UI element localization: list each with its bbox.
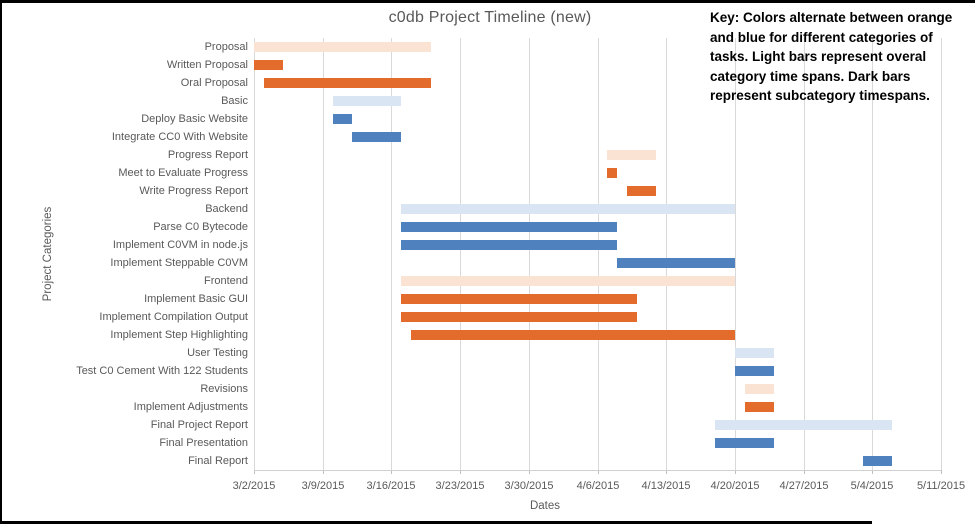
x-axis-tick-label: 3/23/2015 [435,480,485,492]
y-axis-category-label: Written Proposal [166,58,248,71]
gantt-bar [607,168,618,178]
gantt-bar [715,438,775,448]
y-axis-category-label: Implement Compilation Output [99,310,248,323]
x-axis-tick-label: 5/4/2015 [850,480,894,492]
gridline [323,38,324,470]
axis-tick [598,470,599,474]
axis-tick [323,470,324,474]
y-axis-category-label: Implement Adjustments [133,400,248,413]
y-axis-category-label: Final Project Report [150,418,248,431]
key-note: Key: Colors alternate between orange and … [710,8,972,106]
x-axis-tick-label: 4/20/2015 [710,480,760,492]
y-axis-category-label: Final Presentation [159,436,248,449]
axis-tick [872,470,873,474]
gantt-bar [607,150,657,160]
gantt-bar [626,186,657,196]
gantt-bar [263,78,431,88]
x-axis-title: Dates [529,500,561,512]
gridline [254,38,255,470]
y-axis-category-label: Implement Steppable C0VM [110,256,248,269]
x-axis-tick-label: 4/13/2015 [641,480,691,492]
x-axis-line [254,470,941,471]
gantt-bar [401,312,637,322]
y-axis-category-label: Proposal [204,40,248,53]
x-axis-tick-label: 3/16/2015 [366,480,416,492]
x-axis-tick-label: 5/11/2015 [916,480,966,492]
y-axis-category-label: Meet to Evaluate Progress [118,166,248,179]
gantt-bar [734,348,775,358]
y-axis-category-label: Implement Step Highlighting [110,328,248,341]
y-axis-category-label: Frontend [203,274,248,287]
gantt-bar [744,402,775,412]
y-axis-category-label: Basic [221,94,248,107]
y-axis-category-label: Progress Report [167,148,248,161]
axis-tick [529,470,530,474]
gantt-bar [352,132,402,142]
y-axis-category-label: Integrate CC0 With Website [111,130,248,143]
axis-tick [941,470,942,474]
gantt-bar [332,96,402,106]
y-axis-category-label: Implement Basic GUI [144,292,248,305]
gantt-bar [401,240,618,250]
axis-tick [735,470,736,474]
gantt-bar [734,366,775,376]
key-note-line: category time spans. Dark bars [710,68,911,84]
x-axis-tick-label: 3/2/2015 [232,480,276,492]
x-axis-tick-label: 3/30/2015 [504,480,554,492]
gridline [460,38,461,470]
key-note-line: represent subcategory timespans. [710,88,930,103]
window-border-top [0,0,975,3]
gridline [804,38,805,470]
gantt-bar [744,384,775,394]
axis-tick [666,470,667,474]
gridline [598,38,599,470]
window-border-left [0,0,2,524]
axis-tick [391,470,392,474]
gantt-bar [401,294,637,304]
gantt-bar [332,114,353,124]
gantt-bar [401,204,735,214]
gantt-bar [401,222,618,232]
gantt-bar [862,456,892,466]
window-border-bottom [0,521,872,524]
key-note-line: and blue for different categories of [710,29,933,45]
x-axis-tick-label: 3/9/2015 [301,480,345,492]
y-axis-category-label: Oral Proposal [180,76,248,89]
key-note-line: Key: Colors alternate between orange [710,10,953,25]
gantt-bar [254,60,284,70]
y-axis-category-label: Backend [205,202,248,215]
y-axis-title: Project Categories [42,206,54,302]
axis-tick [804,470,805,474]
y-axis-category-label: Final Report [188,454,248,467]
axis-tick [460,470,461,474]
chart-title: c0db Project Timeline (new) [388,9,592,26]
y-axis-category-label: Write Progress Report [139,184,248,197]
gantt-bar [254,42,431,52]
axis-tick [254,470,255,474]
gantt-bar [617,258,735,268]
x-axis-tick-label: 4/27/2015 [779,480,829,492]
gantt-bar [411,330,735,340]
gridline [735,38,736,470]
gridline [529,38,530,470]
gridline [941,38,942,470]
gridline [666,38,667,470]
y-axis-category-label: Test C0 Cement With 122 Students [76,364,248,377]
y-axis-category-label: Parse C0 Bytecode [153,220,248,233]
key-note-line: tasks. Light bars represent overal [710,49,927,64]
x-axis-tick-label: 4/6/2015 [576,480,620,492]
gridline [872,38,873,470]
gantt-bar [401,276,735,286]
y-axis-category-label: Deploy Basic Website [141,112,248,125]
y-axis-category-label: Implement C0VM in node.js [112,238,248,251]
gridline [391,38,392,470]
y-axis-category-label: User Testing [187,346,248,359]
gantt-bar [715,420,892,430]
y-axis-category-label: Revisions [200,382,248,395]
